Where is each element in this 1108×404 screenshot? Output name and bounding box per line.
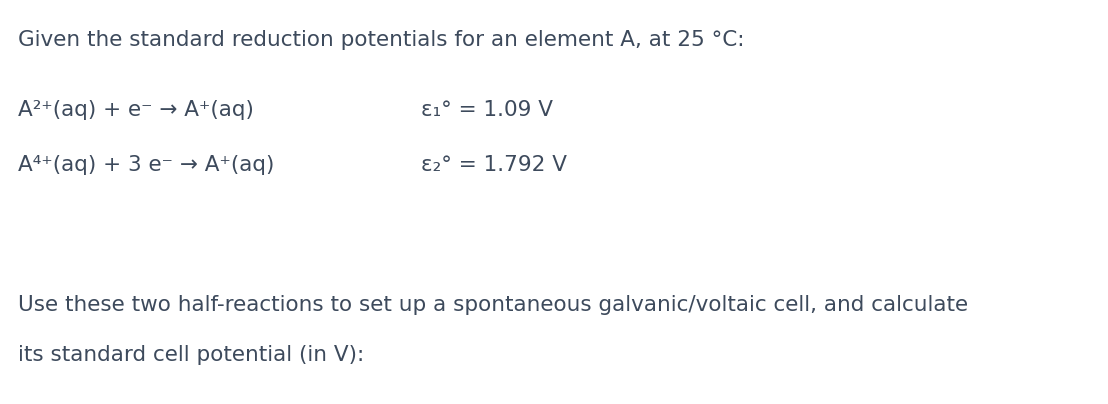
Text: Given the standard reduction potentials for an element A, at 25 °C:: Given the standard reduction potentials …	[18, 30, 745, 50]
Text: ε₂° = 1.792 V: ε₂° = 1.792 V	[421, 155, 567, 175]
Text: ε₁° = 1.09 V: ε₁° = 1.09 V	[421, 100, 553, 120]
Text: Use these two half-reactions to set up a spontaneous galvanic/voltaic cell, and : Use these two half-reactions to set up a…	[18, 295, 968, 315]
Text: its standard cell potential (in V):: its standard cell potential (in V):	[18, 345, 365, 365]
Text: A²⁺(aq) + e⁻ → A⁺(aq): A²⁺(aq) + e⁻ → A⁺(aq)	[18, 100, 254, 120]
Text: A⁴⁺(aq) + 3 e⁻ → A⁺(aq): A⁴⁺(aq) + 3 e⁻ → A⁺(aq)	[18, 155, 275, 175]
